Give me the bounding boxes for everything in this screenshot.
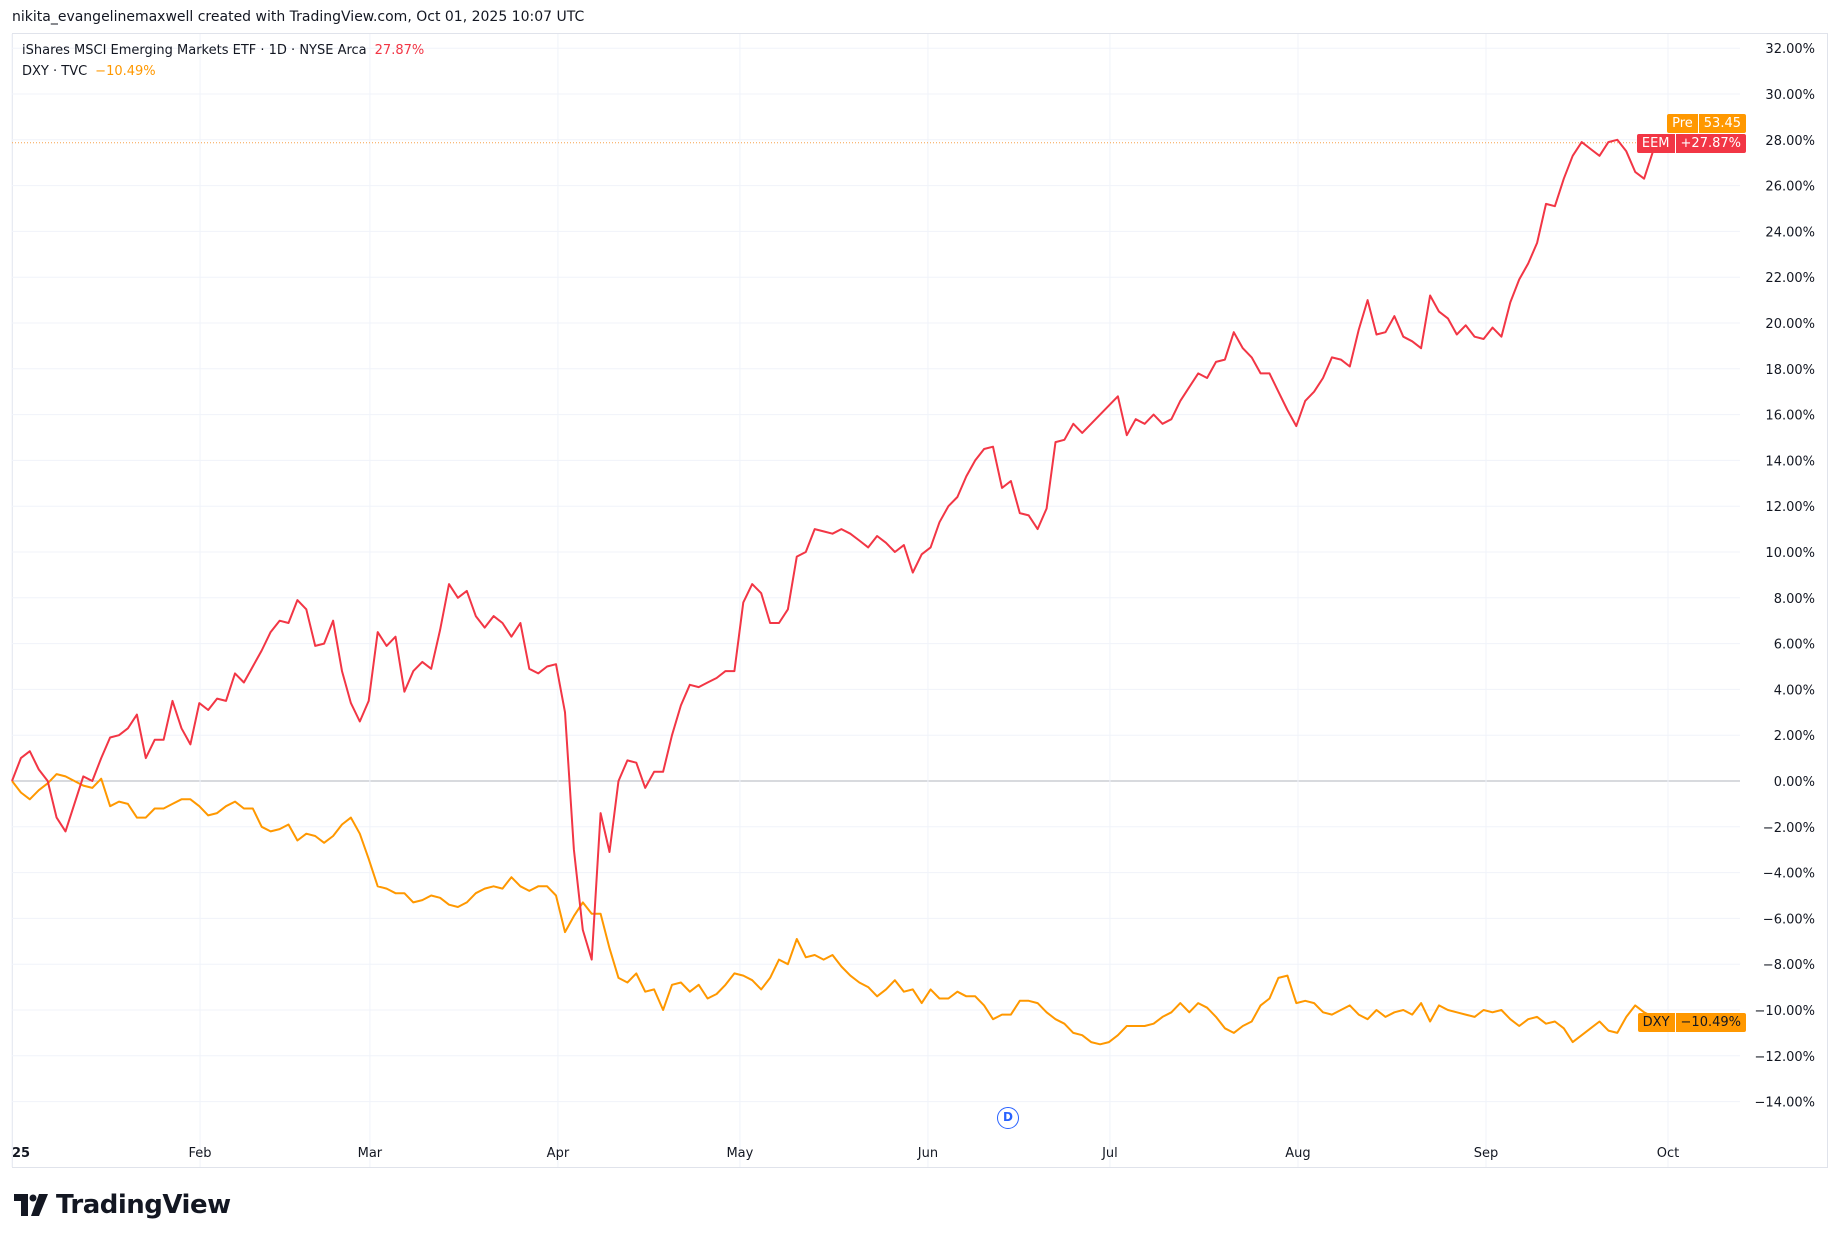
eem-price-tag: EEM +27.87%	[1636, 134, 1746, 153]
chart-credit: nikita_evangelinemaxwell created with Tr…	[12, 9, 585, 25]
x-tick-label: May	[726, 1146, 753, 1161]
x-tick-label: 25	[12, 1146, 30, 1161]
tag-label: DXY	[1638, 1013, 1676, 1032]
y-tick-label: −2.00%	[1763, 821, 1815, 836]
y-tick-label: 4.00%	[1774, 683, 1815, 698]
x-tick-label: Jul	[1101, 1146, 1118, 1161]
x-tick-label: Sep	[1474, 1146, 1499, 1161]
series-line-dxy	[11, 773, 1663, 1046]
dividend-marker[interactable]: D	[997, 1107, 1019, 1129]
tradingview-logo[interactable]: TradingView	[14, 1190, 231, 1220]
x-tick-label: Jun	[917, 1146, 938, 1161]
dxy-price-tag: DXY −10.49%	[1637, 1013, 1746, 1032]
y-tick-label: 12.00%	[1765, 500, 1815, 515]
tag-label: Pre	[1667, 114, 1699, 133]
tradingview-logo-icon	[14, 1194, 48, 1216]
legend-eem[interactable]: iShares MSCI Emerging Markets ETF · 1D ·…	[22, 43, 424, 58]
y-tick-label: −4.00%	[1763, 867, 1815, 882]
y-tick-label: −6.00%	[1763, 912, 1815, 927]
y-tick-label: 32.00%	[1765, 42, 1815, 57]
y-tick-label: 10.00%	[1765, 546, 1815, 561]
y-tick-label: 0.00%	[1774, 775, 1815, 790]
tag-value: +27.87%	[1680, 136, 1741, 151]
y-tick-label: −10.00%	[1755, 1004, 1815, 1019]
legend-label: iShares MSCI Emerging Markets ETF · 1D ·…	[22, 43, 367, 58]
y-tick-label: 22.00%	[1765, 271, 1815, 286]
legend-label: DXY · TVC	[22, 64, 88, 79]
y-tick-label: 30.00%	[1765, 88, 1815, 103]
x-tick-label: Apr	[547, 1146, 570, 1161]
y-tick-label: 28.00%	[1765, 134, 1815, 149]
legend-dxy[interactable]: DXY · TVC −10.49%	[22, 64, 156, 79]
x-tick-label: Feb	[189, 1146, 212, 1161]
x-tick-label: Oct	[1657, 1146, 1679, 1161]
y-tick-label: −14.00%	[1755, 1096, 1815, 1111]
y-tick-label: 2.00%	[1774, 729, 1815, 744]
y-tick-label: −12.00%	[1755, 1050, 1815, 1065]
series-line-eem	[11, 138, 1663, 961]
tag-value: −10.49%	[1680, 1015, 1741, 1030]
premarket-price-tag: Pre 53.45	[1667, 114, 1746, 133]
y-tick-label: 16.00%	[1765, 409, 1815, 424]
y-tick-label: 8.00%	[1774, 592, 1815, 607]
y-tick-label: 18.00%	[1765, 363, 1815, 378]
tag-value: 53.45	[1703, 116, 1741, 131]
legend-value: −10.49%	[95, 64, 156, 79]
tag-label: EEM	[1637, 134, 1676, 153]
y-tick-label: 26.00%	[1765, 180, 1815, 195]
logo-text: TradingView	[56, 1190, 231, 1220]
y-tick-label: 6.00%	[1774, 638, 1815, 653]
y-tick-label: 20.00%	[1765, 317, 1815, 332]
x-tick-label: Mar	[358, 1146, 383, 1161]
y-tick-label: −8.00%	[1763, 958, 1815, 973]
y-tick-label: 24.00%	[1765, 225, 1815, 240]
y-tick-label: 14.00%	[1765, 454, 1815, 469]
legend-value: 27.87%	[374, 43, 425, 58]
x-tick-label: Aug	[1285, 1146, 1310, 1161]
